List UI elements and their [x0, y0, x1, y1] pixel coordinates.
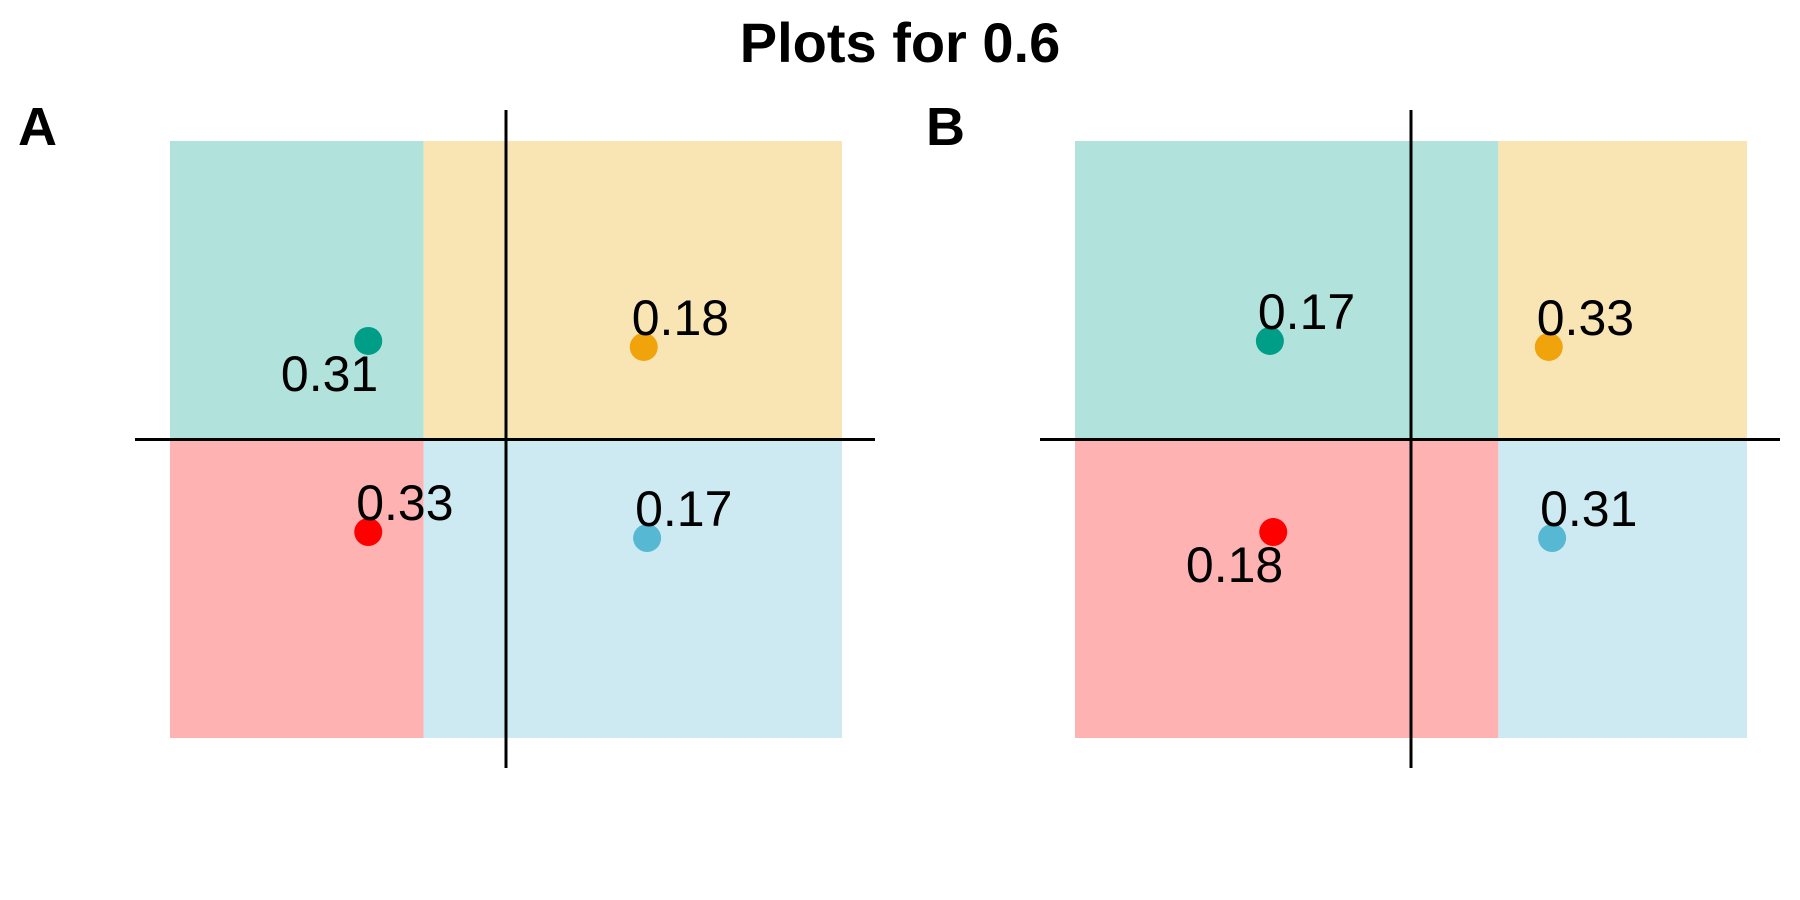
panel-b-label-orange: 0.33 [1537, 290, 1634, 346]
panel-tag-a: A [18, 97, 57, 157]
panel-b-label-blue: 0.31 [1540, 481, 1637, 537]
panel-b-region-teal [1075, 141, 1499, 440]
panel-a-point-teal [354, 326, 383, 355]
panel-a-plot: 0.31 0.18 0.33 0.17 [135, 110, 875, 768]
panel-b-plot: 0.17 0.33 0.18 0.31 [1040, 110, 1780, 768]
panel-tag-b: B [926, 97, 965, 157]
panel-a-point-red [354, 518, 383, 547]
panel-b-region-orange [1498, 141, 1747, 440]
panel-a-label-blue: 0.17 [635, 481, 732, 537]
panel-b-label-red: 0.18 [1186, 537, 1283, 593]
panel-b-label-teal: 0.17 [1258, 284, 1355, 340]
panel-b-point-red [1259, 518, 1288, 547]
panel-b-point-blue [1538, 524, 1567, 553]
panel-b-point-orange [1534, 332, 1563, 361]
panel-b-region-red [1075, 439, 1499, 738]
panel-a-label-teal: 0.31 [281, 346, 378, 402]
panel-a-point-orange [629, 332, 658, 361]
panel-a-region-red [170, 439, 424, 738]
panel-a-region-teal [170, 141, 424, 440]
panel-a-region-blue [423, 439, 842, 738]
panel-b-point-teal [1255, 326, 1284, 355]
panel-a-label-red: 0.33 [356, 475, 453, 531]
panel-a-region-orange [423, 141, 842, 440]
panel-a-label-orange: 0.18 [632, 290, 729, 346]
figure-title: Plots for 0.6 [739, 11, 1061, 74]
panel-a-point-blue [633, 524, 662, 553]
panel-b-region-blue [1498, 439, 1747, 738]
